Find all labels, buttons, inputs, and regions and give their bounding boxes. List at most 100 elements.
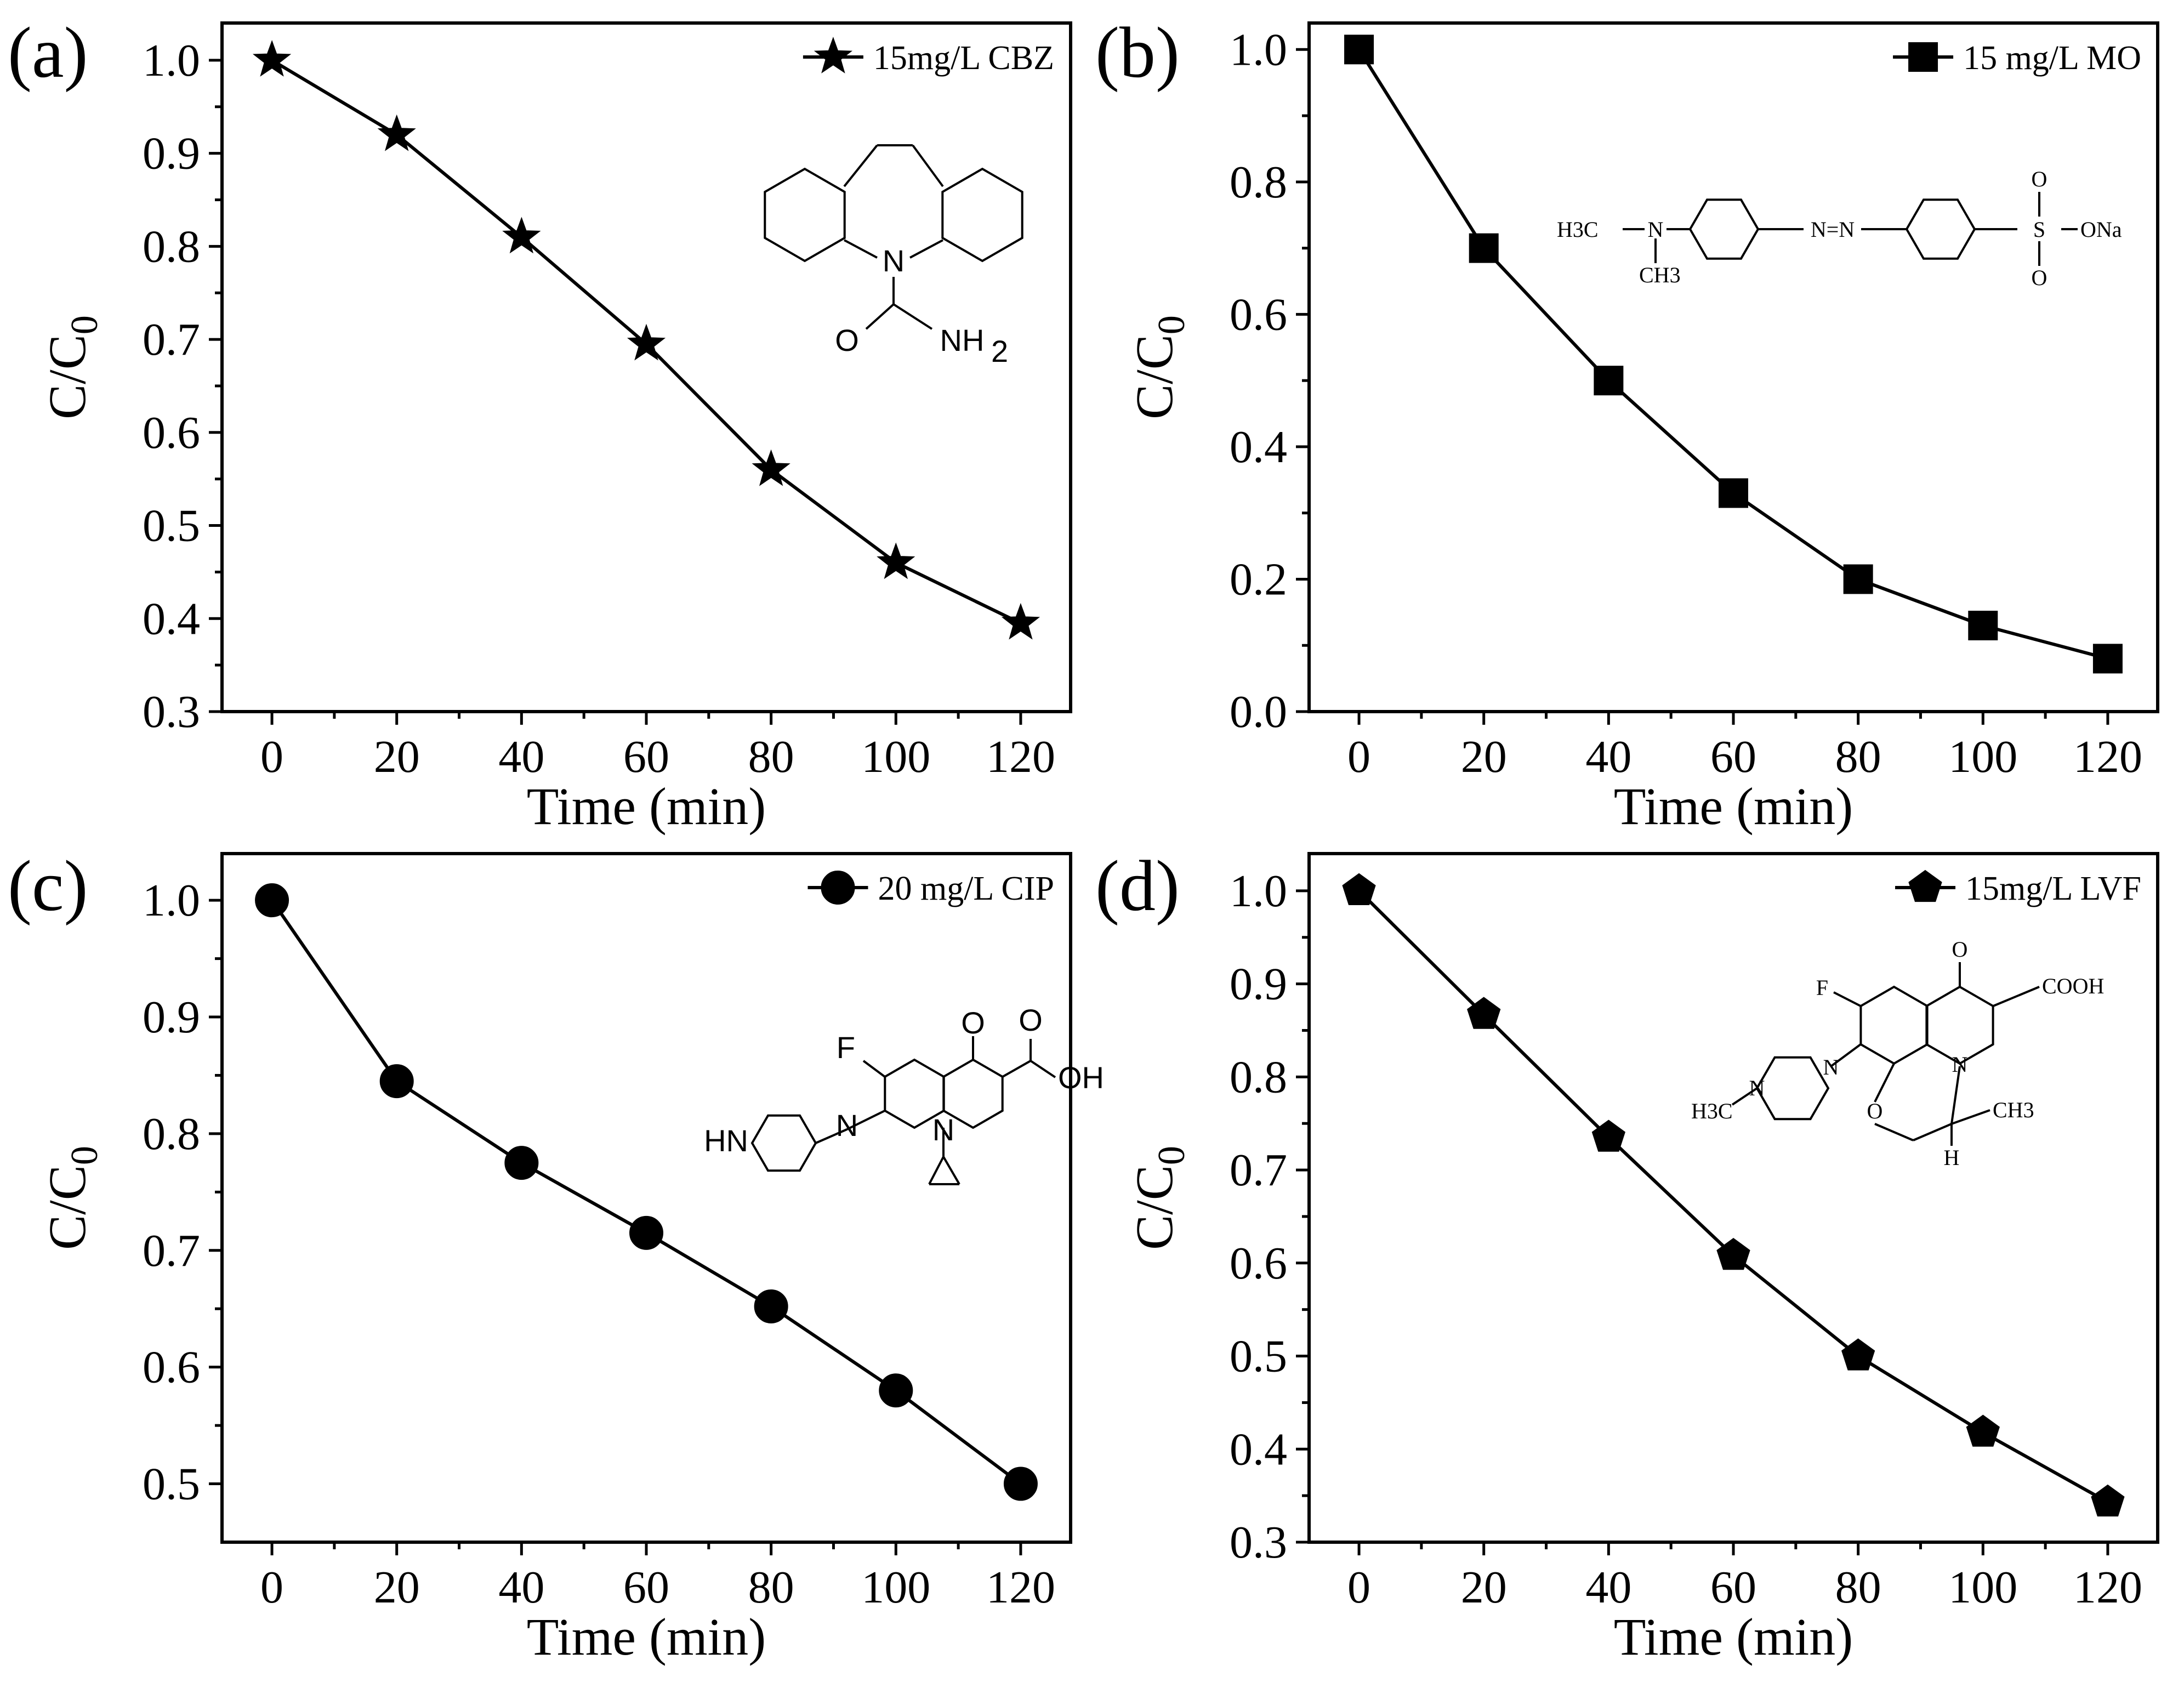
data-point bbox=[2092, 644, 2123, 674]
atom-label: O bbox=[1019, 1003, 1043, 1037]
y-tick-label: 0.9 bbox=[1230, 959, 1287, 1010]
atom-label: N bbox=[1749, 1076, 1765, 1100]
data-point bbox=[877, 542, 915, 579]
data-point bbox=[1843, 564, 1873, 594]
atom-label: 2 bbox=[991, 334, 1008, 368]
y-tick-label: 0.8 bbox=[143, 221, 200, 272]
atom-label: O bbox=[835, 323, 859, 357]
atom-label: H3C bbox=[1691, 1099, 1733, 1123]
x-tick-label: 80 bbox=[748, 1562, 794, 1613]
y-axis-title: C/C0 bbox=[38, 1146, 106, 1250]
bond bbox=[1950, 1066, 1961, 1124]
x-tick-label: 60 bbox=[1710, 731, 1756, 782]
data-point bbox=[1719, 478, 1748, 508]
y-axis-title-main: C/C bbox=[1125, 334, 1184, 419]
y-tick-label: 1.0 bbox=[143, 35, 200, 86]
x-axis-title: Time (min) bbox=[1614, 1607, 1853, 1666]
y-tick-label: 0.3 bbox=[1230, 1517, 1287, 1568]
data-point bbox=[504, 1146, 539, 1180]
data-point bbox=[1344, 35, 1374, 65]
x-tick-label: 100 bbox=[1948, 731, 2017, 782]
y-tick-label: 0.2 bbox=[1230, 554, 1287, 605]
legend-label: 15 mg/L MO bbox=[1963, 39, 2141, 77]
y-tick-label: 0.0 bbox=[1230, 686, 1287, 737]
bond bbox=[1913, 1123, 1952, 1141]
plot-frame bbox=[1307, 852, 2159, 1544]
y-tick-label: 0.8 bbox=[1230, 157, 1287, 208]
atom-label: N bbox=[1823, 1055, 1839, 1079]
legend-marker bbox=[1908, 42, 1938, 72]
y-tick-label: 0.8 bbox=[1230, 1052, 1287, 1102]
bond bbox=[865, 303, 895, 330]
atom-label: N bbox=[1648, 217, 1664, 242]
x-tick-label: 80 bbox=[1835, 731, 1881, 782]
atom-label: N bbox=[1952, 1052, 1968, 1077]
data-point bbox=[1342, 873, 1376, 905]
chart-panel-c: 0 20 40 60 80 100 120 0.5 0.6 0.7 0.8 0.9 1.0 Time (m… bbox=[8, 845, 1072, 1666]
data-point bbox=[1716, 1237, 1750, 1270]
data-point bbox=[1001, 603, 1040, 640]
y-axis-title-subscript: 0 bbox=[1151, 315, 1193, 334]
data-point bbox=[1003, 1467, 1038, 1501]
benzene-ring bbox=[764, 167, 846, 263]
chart-panel-a: 0 20 40 60 80 100 1200.30.40.50.60.70.80.91.0T… bbox=[8, 12, 1072, 836]
legend-label: 20 mg/L CIP bbox=[878, 870, 1054, 907]
structure-carbamazepine: N O NH 2 bbox=[764, 144, 1023, 368]
atom-label: O bbox=[1952, 937, 1968, 962]
atom-label: O bbox=[961, 1005, 985, 1040]
y-tick-label: 0.7 bbox=[143, 1225, 200, 1276]
bond bbox=[1874, 1063, 1895, 1102]
y-axis-title-main: C/C bbox=[1125, 1165, 1184, 1250]
y-axis-title-subscript: 0 bbox=[64, 1146, 106, 1165]
benzene-ring bbox=[941, 167, 1023, 263]
bond bbox=[1993, 986, 2040, 1007]
bond bbox=[1030, 1060, 1056, 1078]
atom-label: CH3 bbox=[1993, 1098, 2034, 1122]
bond bbox=[1951, 1109, 1990, 1125]
legend-label: 15mg/L CBZ bbox=[873, 39, 1054, 77]
x-tick-label: 0 bbox=[1347, 1562, 1370, 1613]
chart-panel-b: 0 20 40 60 80 100 120 0.0 0.2 0.4 0.6 0.8 1.0 Time (m… bbox=[1095, 12, 2159, 836]
y-tick-label: 0.6 bbox=[1230, 1238, 1287, 1289]
data-point bbox=[627, 323, 666, 361]
pyridone-ring bbox=[1925, 985, 1994, 1065]
atom-label: N=N bbox=[1811, 217, 1855, 242]
y-tick-label: 0.8 bbox=[143, 1109, 200, 1160]
y-tick-label: 0.7 bbox=[1230, 1145, 1287, 1196]
x-tick-label: 80 bbox=[748, 731, 794, 782]
bond bbox=[928, 1156, 945, 1185]
x-tick-label: 120 bbox=[2073, 731, 2142, 782]
bond bbox=[846, 1110, 885, 1130]
data-point bbox=[879, 1373, 913, 1408]
y-tick-label: 0.7 bbox=[143, 314, 200, 365]
y-tick-label: 0.5 bbox=[143, 501, 200, 552]
y-tick-label: 0.6 bbox=[1230, 289, 1287, 340]
bond bbox=[892, 303, 933, 330]
x-tick-label: 60 bbox=[623, 1562, 669, 1613]
panel-label: (a) bbox=[8, 12, 88, 93]
atom-label: COOH bbox=[2042, 974, 2104, 998]
series-line bbox=[1357, 48, 2108, 661]
atom-label: ONa bbox=[2080, 217, 2122, 242]
bond bbox=[1874, 1123, 1914, 1141]
x-tick-label: 0 bbox=[260, 731, 283, 782]
data-point bbox=[1467, 997, 1501, 1029]
y-axis-title-main: C/C bbox=[38, 1165, 96, 1250]
bond bbox=[843, 144, 878, 187]
y-tick-label: 0.5 bbox=[1230, 1331, 1287, 1382]
data-point bbox=[629, 1215, 663, 1250]
bond bbox=[912, 144, 944, 187]
data-point bbox=[502, 217, 541, 254]
data-point bbox=[1966, 1414, 2000, 1447]
data-point bbox=[1841, 1338, 1875, 1371]
bond bbox=[815, 1128, 848, 1144]
bond bbox=[1002, 1060, 1031, 1078]
data-point bbox=[1594, 366, 1624, 396]
x-tick-label: 40 bbox=[1585, 731, 1631, 782]
legend-marker bbox=[821, 871, 855, 905]
x-axis-title: Time (min) bbox=[527, 1607, 766, 1666]
atom-label: O bbox=[2032, 265, 2048, 290]
y-axis-title: C/C0 bbox=[1125, 315, 1193, 419]
y-tick-label: 0.6 bbox=[143, 407, 200, 458]
